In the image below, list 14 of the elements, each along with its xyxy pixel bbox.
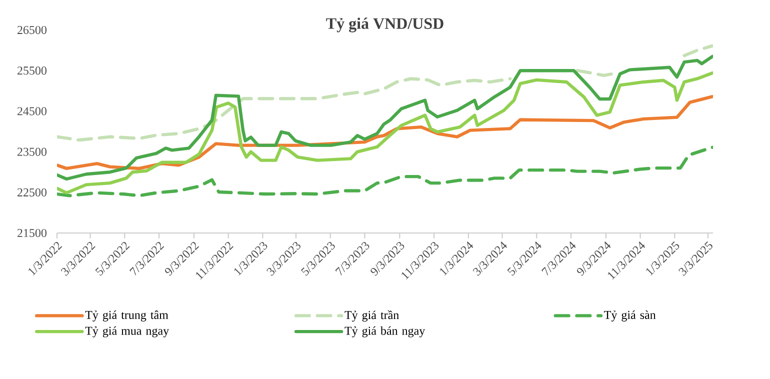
chart-title: Tỷ giá VND/USD [326,18,444,32]
y-tick-label: 24500 [17,107,47,116]
legend-label: Tỷ giá sàn [604,310,656,322]
legend-label: Tỷ giá mua ngay [85,326,170,338]
line-series [57,71,714,194]
y-tick-label: 21500 [17,228,47,238]
y-tick-label: 25500 [17,66,47,75]
y-tick-label: 26500 [17,26,47,34]
y-tick-label: 23500 [17,148,47,156]
legend-label: Tỷ giá trung tâm [85,310,168,322]
legend-label: Tỷ giá bán ngay [344,326,426,338]
y-tick-label: 22500 [17,188,47,196]
legend-label: Tỷ giá trần [344,310,399,322]
line-series [57,54,714,181]
